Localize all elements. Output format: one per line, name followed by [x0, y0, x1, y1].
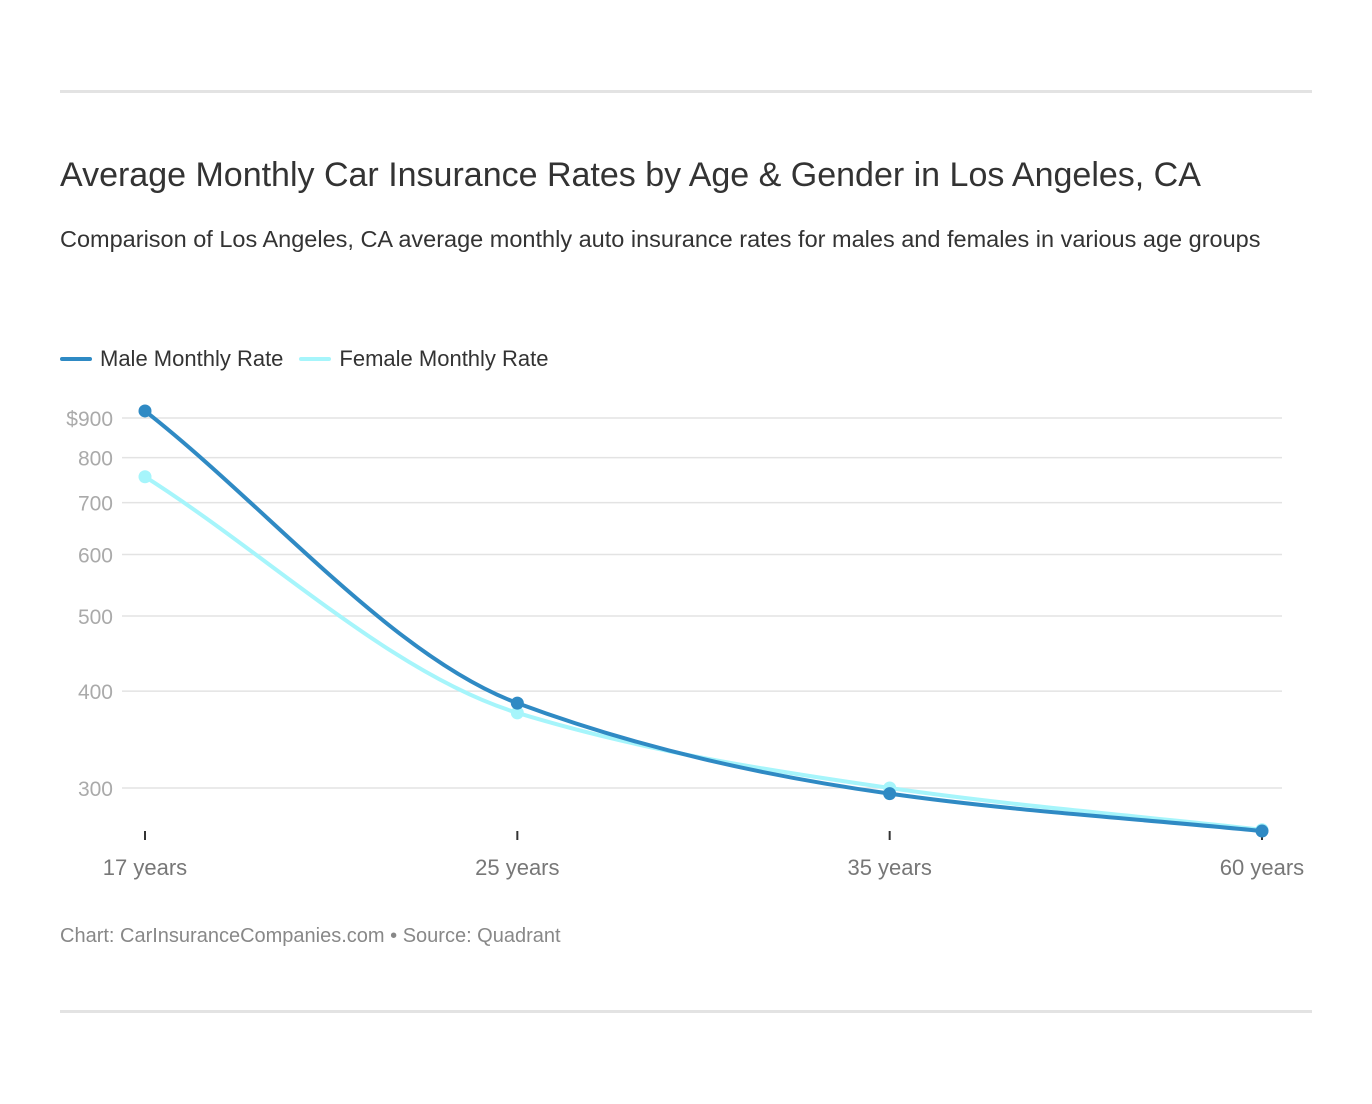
- y-tick-label: 500: [78, 606, 113, 629]
- data-point-male: [1255, 824, 1269, 838]
- data-point-male: [138, 404, 152, 418]
- legend-item-female[interactable]: Female Monthly Rate: [299, 346, 549, 372]
- x-tick-label: 60 years: [1220, 855, 1304, 880]
- x-tick-label: 25 years: [475, 855, 559, 880]
- y-tick-label: 700: [78, 493, 113, 516]
- y-tick-label: 300: [78, 778, 113, 801]
- legend-label-male: Male Monthly Rate: [100, 346, 284, 371]
- series-line-male: [143, 409, 1263, 834]
- legend-swatch-male: [60, 357, 92, 361]
- bottom-divider: [60, 1010, 1312, 1013]
- y-tick-label: 600: [78, 545, 113, 568]
- legend: Male Monthly Rate Female Monthly Rate: [60, 346, 565, 372]
- x-tick-label: 35 years: [847, 855, 931, 880]
- y-tick-label: 400: [78, 681, 113, 704]
- legend-label-female: Female Monthly Rate: [339, 346, 549, 371]
- top-divider: [60, 90, 1312, 93]
- chart-title: Average Monthly Car Insurance Rates by A…: [60, 156, 1201, 194]
- data-point-female: [510, 706, 524, 720]
- data-point-male: [510, 696, 524, 710]
- x-tick-label: 17 years: [103, 855, 187, 880]
- y-tick-label: $900: [66, 408, 113, 431]
- chart-source: Chart: CarInsuranceCompanies.com • Sourc…: [60, 925, 561, 947]
- data-point-male: [883, 787, 897, 801]
- series-line-female: [143, 475, 1263, 832]
- y-tick-label: 800: [78, 448, 113, 471]
- legend-item-male[interactable]: Male Monthly Rate: [60, 346, 283, 372]
- legend-swatch-female: [299, 357, 332, 361]
- data-point-female: [138, 470, 152, 484]
- chart-subtitle: Comparison of Los Angeles, CA average mo…: [60, 226, 1261, 252]
